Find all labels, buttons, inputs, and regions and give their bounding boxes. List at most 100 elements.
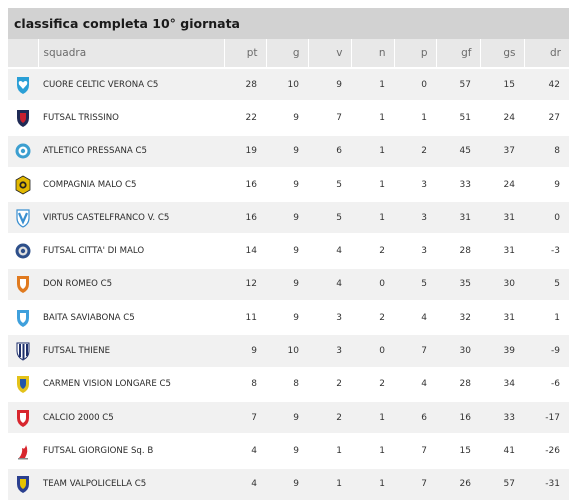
team-logo-cell (8, 133, 38, 168)
table-row[interactable]: FUTSAL TRISSINO 22 9 7 1 1 51 24 27 (8, 100, 569, 135)
cell-dr: -6 (524, 366, 569, 401)
table-row[interactable]: CUORE CELTIC VERONA C5 28 10 9 1 0 57 15 42 (8, 66, 569, 102)
table-row[interactable]: CALCIO 2000 C5 7 9 2 1 6 16 33 -17 (8, 399, 569, 435)
team-logo-cell (8, 266, 38, 302)
cell-g: 10 (266, 66, 308, 102)
cell-gf: 32 (436, 300, 480, 335)
cell-gf: 51 (436, 100, 480, 135)
team-name[interactable]: COMPAGNIA MALO C5 (38, 166, 224, 202)
cell-p: 3 (394, 166, 436, 202)
cell-n: 1 (351, 133, 394, 168)
team-logo-cell (8, 399, 38, 435)
round-crest-icon (14, 241, 32, 261)
col-header-g[interactable]: g (265, 39, 308, 68)
team-name[interactable]: FUTSAL GIORGIONE Sq. B (38, 433, 224, 468)
table-row[interactable]: VIRTUS CASTELFRANCO V. C5 16 9 5 1 3 31 31 0 (8, 200, 569, 235)
cell-gs: 24 (480, 166, 524, 202)
cell-g: 9 (266, 266, 308, 302)
cell-v: 4 (308, 233, 351, 268)
cell-gf: 31 (436, 200, 480, 235)
cell-pt: 7 (224, 399, 266, 435)
table-row[interactable]: ATLETICO PRESSANA C5 19 9 6 1 2 45 37 8 (8, 133, 569, 168)
cell-v: 1 (308, 466, 351, 500)
table-row[interactable]: TEAM VALPOLICELLA C5 4 9 1 1 7 26 57 -31 (8, 466, 569, 500)
team-logo-cell (8, 233, 38, 268)
team-name[interactable]: CUORE CELTIC VERONA C5 (38, 66, 224, 102)
col-header-pt[interactable]: pt (223, 39, 266, 68)
table-row[interactable]: FUTSAL GIORGIONE Sq. B 4 9 1 1 7 15 41 -26 (8, 433, 569, 468)
col-header-gs[interactable]: gs (479, 39, 524, 68)
team-name[interactable]: FUTSAL CITTA' DI MALO (38, 233, 224, 268)
standings-title: classifica completa 10° giornata (8, 8, 569, 39)
cell-dr: 5 (524, 266, 569, 302)
table-row[interactable]: DON ROMEO C5 12 9 4 0 5 35 30 5 (8, 266, 569, 302)
heart-crest-icon (14, 75, 32, 95)
cell-p: 1 (394, 100, 436, 135)
cell-v: 2 (308, 366, 351, 401)
team-name[interactable]: ATLETICO PRESSANA C5 (38, 133, 224, 168)
cell-pt: 4 (224, 433, 266, 468)
cell-g: 9 (266, 466, 308, 500)
table-row[interactable]: FUTSAL THIENE 9 10 3 0 7 30 39 -9 (8, 333, 569, 368)
team-name[interactable]: CALCIO 2000 C5 (38, 399, 224, 435)
shield-crest-icon (14, 108, 32, 128)
cell-v: 5 (308, 166, 351, 202)
col-header-p[interactable]: p (393, 39, 436, 68)
cell-gf: 28 (436, 366, 480, 401)
col-header-dr[interactable]: dr (523, 39, 569, 68)
team-name[interactable]: BAITA SAVIABONA C5 (38, 300, 224, 335)
col-header-gf[interactable]: gf (435, 39, 480, 68)
cell-gf: 15 (436, 433, 480, 468)
table-row[interactable]: COMPAGNIA MALO C5 16 9 5 1 3 33 24 9 (8, 166, 569, 202)
table-row[interactable]: FUTSAL CITTA' DI MALO 14 9 4 2 3 28 31 -3 (8, 233, 569, 268)
team-name[interactable]: FUTSAL TRISSINO (38, 100, 224, 135)
cell-pt: 16 (224, 166, 266, 202)
cell-pt: 11 (224, 300, 266, 335)
team-name[interactable]: CARMEN VISION LONGARE C5 (38, 366, 224, 401)
cell-gf: 28 (436, 233, 480, 268)
cell-v: 9 (308, 66, 351, 102)
standings-table: squadra pt g v n p gf gs dr CUORE CELTIC… (8, 39, 569, 500)
team-logo-cell (8, 66, 38, 102)
team-name[interactable]: VIRTUS CASTELFRANCO V. C5 (38, 200, 224, 235)
team-logo-cell (8, 100, 38, 135)
team-logo-cell (8, 433, 38, 468)
cell-p: 6 (394, 399, 436, 435)
cell-gs: 31 (480, 233, 524, 268)
cell-g: 9 (266, 433, 308, 468)
cell-n: 1 (351, 399, 394, 435)
cell-pt: 12 (224, 266, 266, 302)
table-row[interactable]: CARMEN VISION LONGARE C5 8 8 2 2 4 28 34 -6 (8, 366, 569, 401)
cell-v: 3 (308, 300, 351, 335)
cell-gf: 33 (436, 166, 480, 202)
cell-pt: 28 (224, 66, 266, 102)
col-header-n[interactable]: n (350, 39, 394, 68)
cell-g: 9 (266, 300, 308, 335)
cell-n: 0 (351, 333, 394, 368)
cell-p: 0 (394, 66, 436, 102)
cell-p: 7 (394, 333, 436, 368)
cell-dr: 42 (524, 66, 569, 102)
cell-gs: 30 (480, 266, 524, 302)
cell-n: 0 (351, 266, 394, 302)
header-row: squadra pt g v n p gf gs dr (8, 39, 569, 68)
cell-gf: 16 (436, 399, 480, 435)
cell-gs: 39 (480, 333, 524, 368)
standings-panel: classifica completa 10° giornata squadra… (8, 8, 569, 500)
team-logo-cell (8, 366, 38, 401)
cell-pt: 14 (224, 233, 266, 268)
cell-dr: 9 (524, 166, 569, 202)
team-name[interactable]: TEAM VALPOLICELLA C5 (38, 466, 224, 500)
cell-v: 4 (308, 266, 351, 302)
cell-g: 9 (266, 133, 308, 168)
cell-dr: 27 (524, 100, 569, 135)
col-header-v[interactable]: v (307, 39, 351, 68)
shield-crest-icon (14, 374, 32, 394)
cell-p: 3 (394, 200, 436, 235)
table-row[interactable]: BAITA SAVIABONA C5 11 9 3 2 4 32 31 1 (8, 300, 569, 335)
col-header-team[interactable]: squadra (37, 39, 224, 68)
cell-g: 9 (266, 166, 308, 202)
team-name[interactable]: DON ROMEO C5 (38, 266, 224, 302)
cell-pt: 8 (224, 366, 266, 401)
team-name[interactable]: FUTSAL THIENE (38, 333, 224, 368)
